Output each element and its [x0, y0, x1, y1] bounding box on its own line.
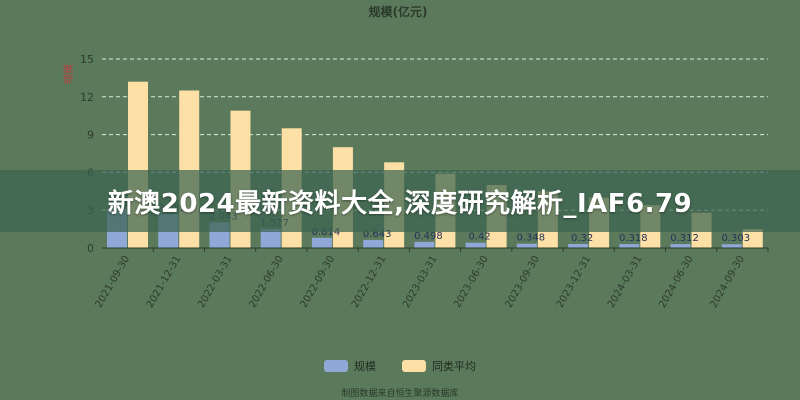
x-tick-label: 2024-03-31: [606, 254, 645, 310]
bar-peer-average[interactable]: [742, 229, 763, 248]
x-tick-label: 2021-09-30: [94, 254, 133, 310]
bar-scale[interactable]: [619, 244, 640, 248]
x-tick-label: 2023-09-30: [503, 254, 542, 310]
x-tick-label: 2022-03-31: [196, 254, 235, 310]
data-label-scale: 0.348: [517, 233, 546, 244]
bar-scale[interactable]: [721, 244, 742, 248]
y-axis-label: 规模: [62, 64, 75, 84]
y-tick-label: 15: [80, 53, 94, 66]
x-tick-label: 2021-12-31: [145, 254, 184, 310]
legend: 规模 同类平均: [0, 358, 800, 374]
data-label-scale: 0.303: [721, 233, 750, 244]
data-label-scale: 0.42: [468, 232, 490, 243]
legend-label-peer: 同类平均: [432, 360, 476, 373]
x-tick-label: 2022-09-30: [299, 254, 338, 310]
x-tick-label: 2023-06-30: [452, 254, 491, 310]
data-label-scale: 0.814: [312, 227, 341, 238]
bar-scale[interactable]: [465, 242, 486, 248]
legend-swatch-peer: [402, 360, 426, 372]
chart-title: 规模(亿元): [369, 4, 428, 19]
data-label-scale: 0.32: [571, 233, 593, 244]
x-tick-labels: 2021-09-30 2021-12-31 2022-03-31 2022-06-30…: [94, 248, 769, 310]
data-label-scale: 0.318: [619, 233, 648, 244]
y-tick-label: 0: [87, 242, 94, 255]
x-tick-label: 2023-03-31: [401, 254, 440, 310]
bar-scale[interactable]: [670, 244, 691, 248]
y-tick-label: 9: [87, 129, 94, 142]
x-tick-label: 2024-09-30: [708, 254, 747, 310]
x-tick-label: 2022-12-31: [350, 254, 389, 310]
legend-swatch-scale: [324, 360, 348, 372]
source-note: 制图数据来自恒生聚源数据库: [341, 389, 459, 399]
bar-scale[interactable]: [260, 228, 281, 248]
bar-scale[interactable]: [414, 241, 435, 248]
bar-scale[interactable]: [363, 239, 384, 248]
bar-scale[interactable]: [311, 237, 332, 248]
x-tick-label: 2022-06-30: [247, 254, 286, 310]
legend-item-peer[interactable]: 同类平均: [402, 358, 476, 374]
banner-title: 新澳2024最新资料大全,深度研究解析_IAF6.79: [107, 188, 693, 219]
legend-item-scale[interactable]: 规模: [324, 358, 376, 374]
bar-scale[interactable]: [568, 243, 589, 248]
article-banner[interactable]: 新澳2024最新资料大全,深度研究解析_IAF6.79: [0, 170, 800, 232]
bar-scale[interactable]: [516, 243, 537, 248]
data-label-scale: 0.312: [670, 233, 699, 244]
x-tick-label: 2024-06-30: [657, 254, 696, 310]
legend-label-scale: 规模: [354, 360, 376, 373]
y-tick-label: 12: [80, 91, 94, 104]
x-tick-label: 2023-12-31: [555, 254, 594, 310]
data-label-scale: 0.498: [414, 231, 443, 242]
data-label-scale: 0.643: [363, 229, 392, 240]
